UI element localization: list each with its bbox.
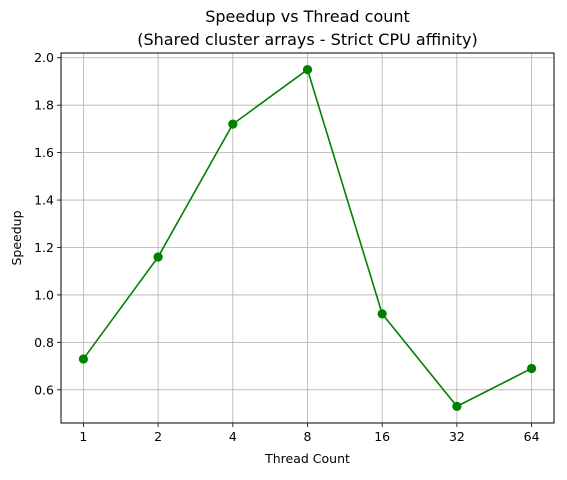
data-point — [302, 65, 313, 75]
y-tick-label: 1.6 — [34, 145, 54, 160]
data-point — [78, 354, 89, 364]
x-tick-label: 1 — [79, 429, 87, 444]
x-tick-label: 8 — [304, 429, 312, 444]
axis-ticks: 1 2 4 8 16 32 64 0.6 0.8 1.0 1.2 1.4 1.6 1.8 2.0 — [34, 50, 539, 444]
x-tick-label: 2 — [154, 429, 162, 444]
series-layer — [78, 65, 537, 411]
y-axis-label: Speedup — [9, 210, 24, 265]
y-tick-label: 1.0 — [34, 287, 54, 302]
grid-lines — [61, 53, 554, 423]
data-point — [526, 363, 537, 374]
data-point — [153, 252, 163, 262]
data-point — [228, 119, 238, 129]
chart-title: Speedup vs Thread count — [205, 7, 410, 26]
y-tick-label: 2.0 — [34, 50, 54, 65]
y-tick-label: 0.8 — [34, 335, 54, 350]
x-tick-label: 16 — [374, 429, 390, 444]
y-tick-label: 1.4 — [34, 193, 54, 208]
y-tick-label: 1.8 — [34, 98, 54, 113]
y-tick-label: 1.2 — [34, 240, 54, 255]
x-tick-label: 64 — [524, 429, 540, 444]
x-tick-label: 4 — [229, 429, 237, 444]
data-point — [452, 401, 462, 411]
x-axis-label: Thread Count — [264, 451, 350, 466]
y-tick-label: 0.6 — [34, 382, 54, 397]
chart-subtitle: (Shared cluster arrays - Strict CPU affi… — [137, 30, 477, 49]
data-point — [377, 309, 387, 319]
x-tick-label: 32 — [449, 429, 465, 444]
